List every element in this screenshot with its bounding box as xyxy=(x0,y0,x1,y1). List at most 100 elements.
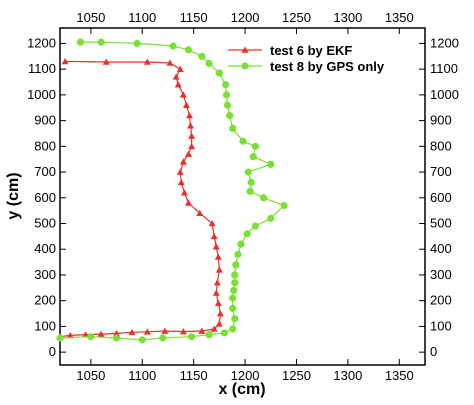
data-point xyxy=(66,331,74,339)
data-point xyxy=(97,330,105,337)
data-point xyxy=(231,279,239,287)
data-point xyxy=(267,160,275,168)
y-tick-label-right: 900 xyxy=(430,113,452,128)
data-point xyxy=(249,153,257,161)
data-point xyxy=(138,336,146,344)
x-tick-label-bottom: 1250 xyxy=(282,368,311,383)
y-tick-label-left: 800 xyxy=(34,138,56,153)
data-point xyxy=(234,250,242,258)
data-point xyxy=(231,315,239,323)
legend-marker xyxy=(241,46,249,53)
plot-frame xyxy=(59,27,426,366)
data-point xyxy=(213,279,221,286)
data-point xyxy=(159,334,167,342)
data-point xyxy=(188,333,196,341)
data-point xyxy=(214,253,222,260)
data-point xyxy=(143,328,151,335)
y-tick-label-right: 200 xyxy=(430,293,452,308)
data-point xyxy=(229,124,237,132)
y-tick-label-left: 300 xyxy=(34,267,56,282)
series-layer xyxy=(56,38,288,344)
data-point xyxy=(212,289,220,296)
y-tick-label-right: 700 xyxy=(430,164,452,179)
data-point xyxy=(128,328,136,336)
ticks: 1050 1050 1100 1100 1150 1150 1200 1200 1250 1250… xyxy=(27,10,459,383)
data-point xyxy=(215,69,223,77)
x-tick-label-bottom: 1050 xyxy=(76,368,105,383)
data-point xyxy=(188,132,196,139)
y-tick-label-right: 1000 xyxy=(430,87,459,102)
data-point xyxy=(237,240,245,248)
data-point xyxy=(280,201,288,210)
data-point xyxy=(180,189,188,196)
data-point xyxy=(229,304,237,313)
y-tick-label-right: 0 xyxy=(430,344,437,359)
y-tick-label-left: 0 xyxy=(49,344,56,359)
data-point xyxy=(188,142,196,150)
data-point xyxy=(229,294,237,302)
legend-label: test 6 by EKF xyxy=(270,43,352,58)
y-axis-title: y (cm) xyxy=(5,172,22,219)
y-tick-label-left: 1000 xyxy=(27,87,56,102)
data-point xyxy=(187,122,195,129)
data-point xyxy=(61,57,69,65)
data-point xyxy=(223,101,232,109)
data-point xyxy=(259,194,268,202)
y-tick-label-left: 200 xyxy=(34,293,56,308)
y-tick-label-right: 1200 xyxy=(430,35,459,50)
data-point xyxy=(113,329,121,337)
data-point xyxy=(210,232,218,240)
y-tick-label-right: 800 xyxy=(430,138,452,153)
data-point xyxy=(133,39,141,48)
data-point xyxy=(177,178,185,186)
data-point xyxy=(229,325,237,333)
data-point xyxy=(215,266,223,273)
x-tick-label-bottom: 1350 xyxy=(385,368,414,383)
y-tick-label-left: 1100 xyxy=(28,61,56,76)
data-point xyxy=(172,73,180,80)
y-tick-label-left: 600 xyxy=(34,190,56,205)
data-point xyxy=(76,38,85,46)
data-point xyxy=(222,91,231,99)
data-point xyxy=(226,111,234,120)
y-tick-label-left: 400 xyxy=(34,241,56,256)
y-tick-label-left: 700 xyxy=(34,164,56,179)
data-point xyxy=(246,187,254,195)
y-tick-label-left: 500 xyxy=(34,216,56,231)
data-point xyxy=(87,333,95,341)
data-point xyxy=(243,230,251,238)
data-point xyxy=(102,58,110,65)
y-tick-label-right: 100 xyxy=(430,318,452,333)
legend-label: test 8 by GPS only xyxy=(270,59,385,74)
data-point xyxy=(179,328,187,335)
data-point xyxy=(205,59,213,68)
y-tick-label-right: 300 xyxy=(430,267,452,282)
x-tick-label-bottom: 1150 xyxy=(180,368,208,383)
x-tick-label-bottom: 1100 xyxy=(128,368,156,383)
y-tick-label-left: 900 xyxy=(34,113,56,128)
data-point xyxy=(244,168,252,176)
data-point xyxy=(169,42,177,50)
x-tick-label-top: 1350 xyxy=(385,10,414,25)
data-point xyxy=(251,222,259,230)
y-tick-label-right: 400 xyxy=(430,241,452,256)
data-point xyxy=(220,329,229,337)
data-point xyxy=(215,320,223,327)
series-2 xyxy=(56,38,288,344)
data-point xyxy=(184,46,193,54)
data-point xyxy=(230,286,238,294)
data-point xyxy=(112,334,121,342)
y-tick-label-left: 100 xyxy=(34,318,56,333)
x-tick-label-top: 1100 xyxy=(128,10,156,25)
data-point xyxy=(174,81,182,88)
data-point xyxy=(179,91,187,98)
x-tick-label-top: 1300 xyxy=(333,10,362,25)
x-tick-label-bottom: 1300 xyxy=(333,368,362,383)
x-tick-label-top: 1200 xyxy=(231,10,260,25)
data-point xyxy=(56,334,64,342)
data-point xyxy=(247,178,255,186)
data-point xyxy=(267,214,275,222)
y-tick-label-left: 1200 xyxy=(27,35,56,50)
legend-marker xyxy=(241,62,249,70)
series-1 xyxy=(56,57,224,340)
